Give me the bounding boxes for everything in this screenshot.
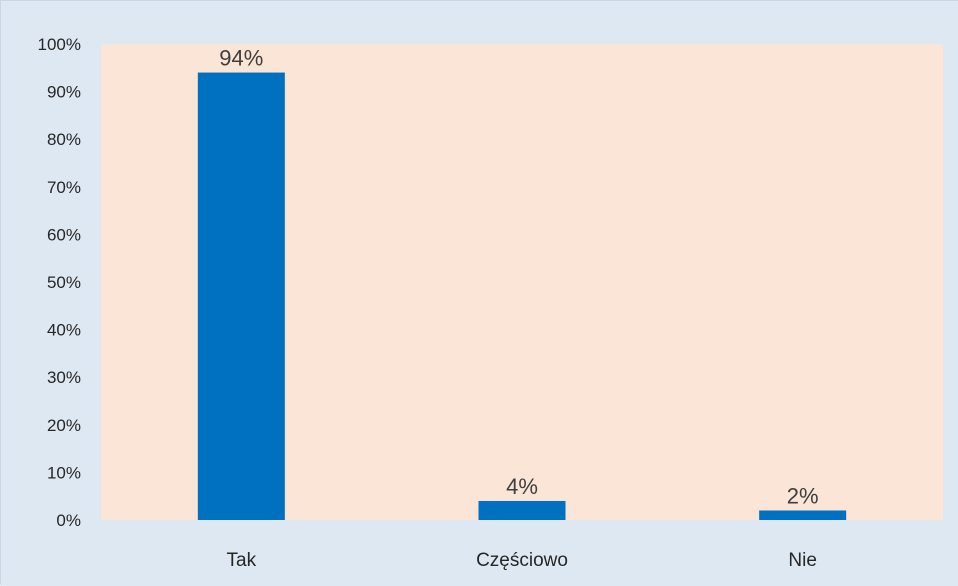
x-axis-category-labels: Tak Częściowo Nie xyxy=(227,550,817,571)
data-label: 4% xyxy=(506,474,538,499)
data-label: 2% xyxy=(787,483,819,508)
bar-częściowo xyxy=(478,500,566,520)
y-tick-label: 40% xyxy=(47,321,81,340)
y-tick-label: 100% xyxy=(38,35,81,54)
y-tick-label: 60% xyxy=(47,225,81,244)
y-tick-label: 90% xyxy=(47,83,81,102)
y-tick-label: 20% xyxy=(47,416,81,435)
y-axis-tick-labels: 0% 10% 20% 30% 40% 50% 60% 70% 80% 90% 100% xyxy=(38,35,81,530)
y-tick-label: 80% xyxy=(47,130,81,149)
x-category-label: Tak xyxy=(227,550,257,571)
data-labels: 94% 4% 2% xyxy=(219,46,818,509)
data-label: 94% xyxy=(219,46,263,71)
bars xyxy=(197,72,847,520)
y-tick-label: 10% xyxy=(47,463,81,482)
bar-nie xyxy=(759,510,847,520)
x-category-label: Częściowo xyxy=(476,550,568,571)
y-tick-label: 30% xyxy=(47,368,81,387)
y-tick-label: 50% xyxy=(47,273,81,292)
bar-tak xyxy=(197,72,285,520)
y-tick-label: 70% xyxy=(47,178,81,197)
x-category-label: Nie xyxy=(788,550,817,571)
y-tick-label: 0% xyxy=(56,511,81,530)
